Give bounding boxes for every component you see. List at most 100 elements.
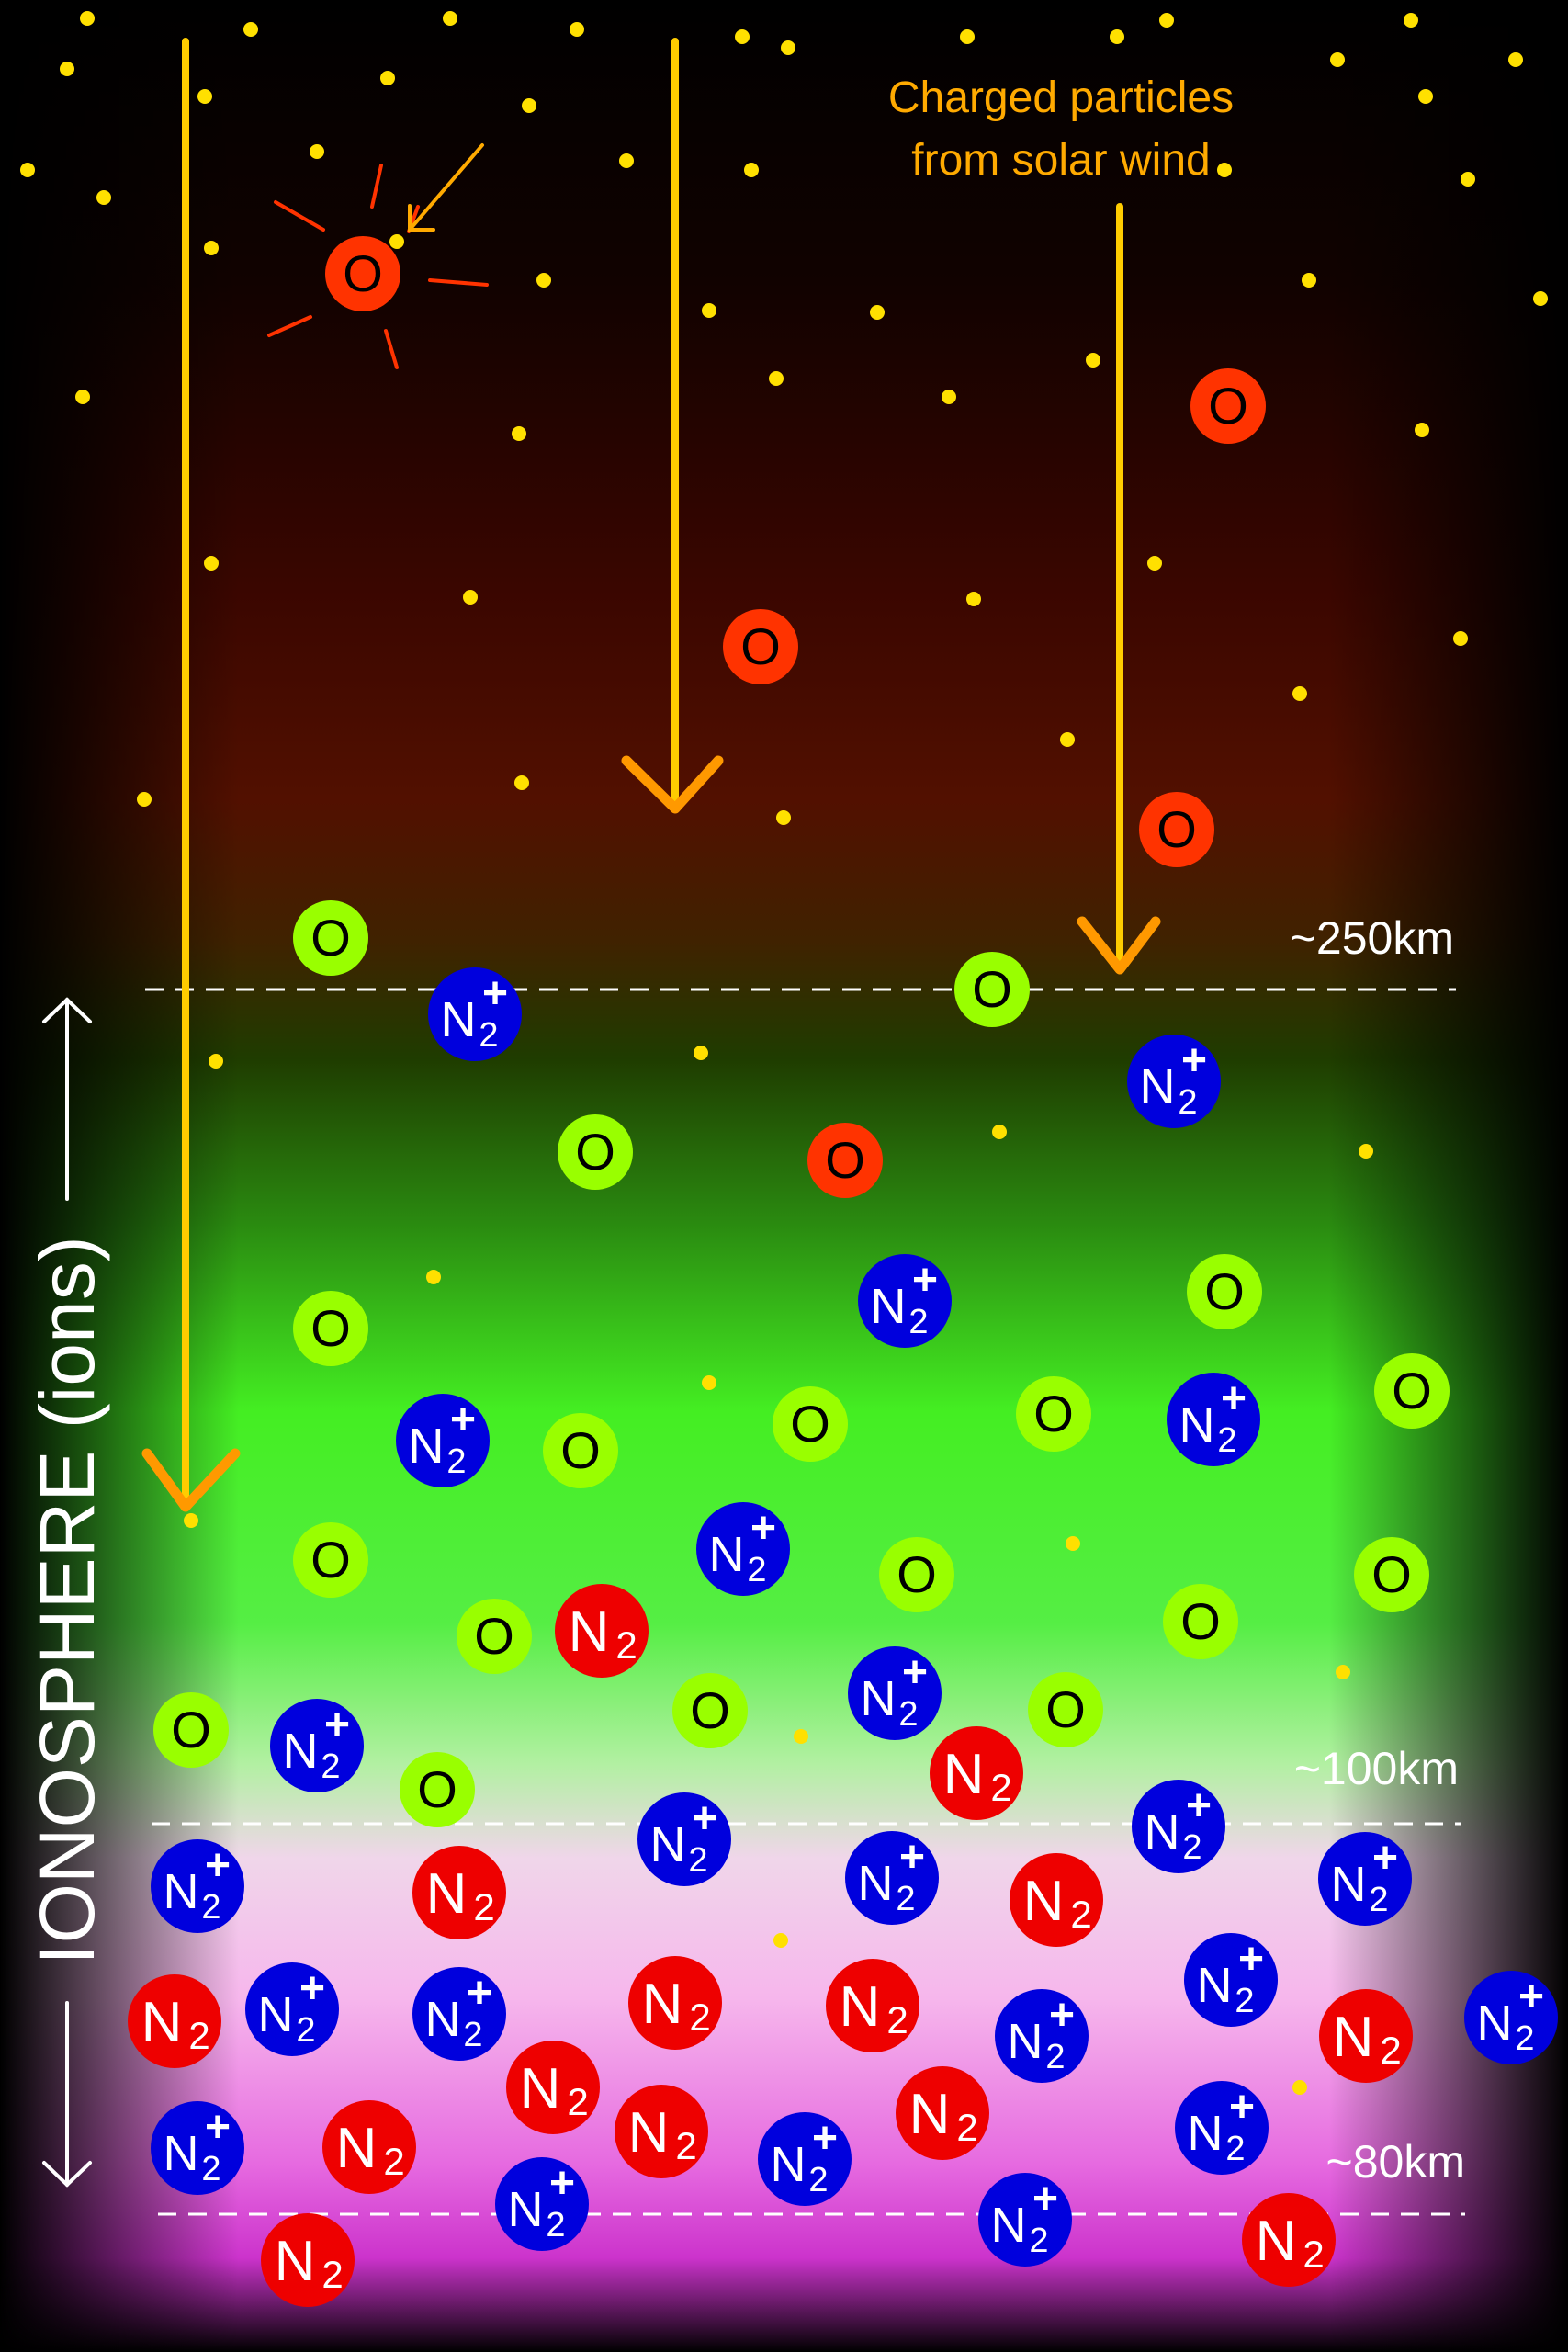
excited-oxygen-emission: O	[267, 164, 489, 369]
svg-text:2: 2	[808, 2161, 828, 2199]
svg-text:N: N	[275, 2230, 316, 2293]
svg-text:O: O	[1371, 1545, 1412, 1603]
oxygen-atom-green: O	[1187, 1254, 1262, 1329]
star-dot	[735, 29, 750, 44]
svg-text:2: 2	[908, 1303, 928, 1341]
nitrogen-ion: N 2+	[1175, 2081, 1269, 2175]
svg-text:2: 2	[1515, 2019, 1534, 2058]
left-edge-shade	[0, 0, 239, 2352]
star-dot	[942, 390, 956, 404]
svg-text:2: 2	[956, 2106, 977, 2149]
nitrogen-ion: N 2+	[428, 967, 522, 1061]
oxygen-atom-green: O	[153, 1692, 229, 1768]
star-dot	[773, 1933, 788, 1948]
star-dot	[443, 11, 457, 26]
nitrogen-ion: N 2+	[1127, 1035, 1221, 1128]
svg-text:+: +	[750, 1504, 776, 1553]
oxygen-atom-green: O	[293, 900, 368, 976]
oxygen-atom-green: O	[293, 1522, 368, 1598]
svg-text:O: O	[417, 1760, 457, 1818]
svg-text:+: +	[1238, 1935, 1264, 1984]
nitrogen-ion: N 2+	[412, 1967, 506, 2061]
star-dot	[60, 62, 74, 76]
svg-text:O: O	[1033, 1385, 1074, 1442]
star-dot	[1066, 1536, 1080, 1551]
svg-text:N: N	[283, 1724, 319, 1779]
star-dot	[204, 241, 219, 255]
oxygen-atom-green: O	[1374, 1353, 1450, 1429]
star-dot	[870, 305, 885, 320]
oxygen-atom-green: O	[773, 1386, 848, 1462]
svg-text:N: N	[258, 1987, 294, 2042]
star-dot	[1302, 273, 1316, 288]
star-dot	[75, 390, 90, 404]
svg-text:2: 2	[1029, 2222, 1048, 2260]
nitrogen-ion: N 2+	[1464, 1971, 1558, 2064]
svg-text:N: N	[840, 1975, 881, 2039]
svg-text:O: O	[310, 1299, 351, 1357]
svg-text:2: 2	[990, 1766, 1011, 1809]
nitrogen-ion: N 2+	[1167, 1373, 1260, 1466]
emission-ray	[274, 200, 325, 232]
star-dot	[694, 1046, 708, 1060]
nitrogen-ion: N 2+	[758, 2112, 852, 2206]
oxygen-atom-green: O	[1354, 1537, 1429, 1612]
svg-text:N: N	[650, 1817, 686, 1872]
star-dot	[96, 190, 111, 205]
svg-text:2: 2	[896, 1880, 915, 1918]
star-dot	[1508, 52, 1523, 67]
oxygen-atom-green: O	[672, 1673, 748, 1748]
svg-text:+: +	[1518, 1973, 1544, 2021]
oxygen-atom-excited: O	[807, 1123, 883, 1198]
svg-text:O: O	[1208, 377, 1248, 435]
star-dot	[619, 153, 634, 168]
oxygen-atom-green: O	[954, 952, 1030, 1027]
svg-text:N: N	[628, 2101, 670, 2165]
star-dot	[522, 98, 536, 113]
svg-text:N: N	[861, 1671, 897, 1726]
svg-text:2: 2	[546, 2206, 565, 2245]
nitrogen-ion: N 2+	[1132, 1780, 1225, 1873]
svg-text:O: O	[1392, 1362, 1432, 1419]
svg-text:2: 2	[1045, 2038, 1065, 2076]
svg-text:O: O	[343, 244, 383, 302]
svg-text:O: O	[1156, 800, 1197, 858]
svg-text:2: 2	[615, 1623, 637, 1667]
particle-label-line2: from solar wind	[911, 136, 1210, 185]
svg-text:O: O	[972, 960, 1012, 1018]
nitrogen-ion: N 2+	[1184, 1933, 1278, 2027]
svg-text:O: O	[560, 1421, 601, 1479]
svg-text:2: 2	[898, 1695, 918, 1734]
svg-text:+: +	[1049, 1991, 1075, 2040]
emission-ray	[384, 329, 399, 369]
svg-text:N: N	[771, 2137, 807, 2192]
svg-text:N: N	[426, 1862, 468, 1926]
svg-text:N: N	[943, 1743, 985, 1806]
svg-text:+: +	[902, 1648, 928, 1697]
svg-text:O: O	[1045, 1680, 1086, 1738]
particle-pointer-arrow	[408, 143, 484, 232]
svg-text:N: N	[409, 1419, 445, 1474]
svg-text:2: 2	[1380, 2029, 1401, 2072]
svg-text:N: N	[1477, 1996, 1513, 2051]
nitrogen-ion: N 2+	[396, 1394, 490, 1487]
nitrogen-ion: N 2+	[848, 1646, 942, 1740]
svg-text:+: +	[899, 1833, 925, 1882]
particle-label-line1: Charged particles	[888, 74, 1234, 122]
svg-text:N: N	[1179, 1397, 1215, 1453]
svg-text:2: 2	[688, 1841, 707, 1880]
star-dot	[310, 144, 324, 159]
oxygen-atom-green: O	[543, 1413, 618, 1488]
svg-text:O: O	[740, 617, 781, 675]
svg-text:O: O	[1204, 1262, 1245, 1320]
oxygen-atom-green: O	[293, 1291, 368, 1366]
svg-text:2: 2	[1235, 1982, 1254, 2020]
svg-text:O: O	[310, 909, 351, 967]
oxygen-atom-green: O	[1016, 1376, 1091, 1452]
svg-text:O: O	[690, 1681, 730, 1739]
